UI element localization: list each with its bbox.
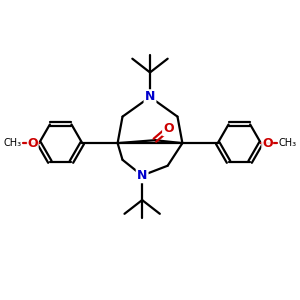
Text: O: O [262,136,272,150]
Text: O: O [163,122,174,135]
Text: O: O [28,136,38,150]
Text: CH₃: CH₃ [3,138,21,148]
Text: N: N [145,91,155,103]
Text: N: N [137,169,147,182]
Text: CH₃: CH₃ [279,138,297,148]
